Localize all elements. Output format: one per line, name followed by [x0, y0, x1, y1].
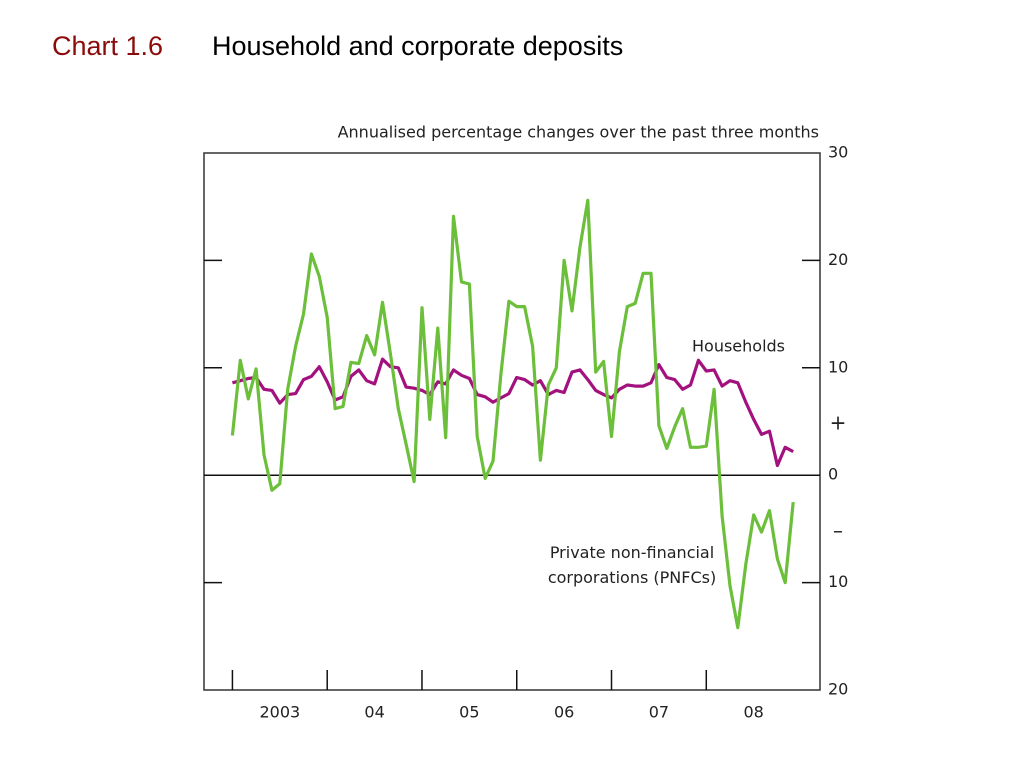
series-label: Households: [692, 337, 785, 356]
y-tick-label: 0: [828, 465, 838, 484]
chart-label: Chart 1.6: [52, 31, 163, 61]
y-tick-label: 20: [828, 250, 848, 269]
y-tick-label: 10: [828, 357, 848, 376]
sign-label: –: [833, 519, 843, 543]
plot-frame: [203, 152, 821, 691]
y-tick-label: 30: [828, 143, 848, 162]
x-tick-label: 07: [649, 703, 669, 722]
x-tick-label: 05: [459, 703, 479, 722]
x-tick-label: 08: [743, 703, 763, 722]
chart-subtitle: Annualised percentage changes over the p…: [338, 123, 819, 142]
series-label: Private non-financial corporations (PNFC…: [547, 543, 717, 587]
series-line: [231, 357, 794, 468]
x-tick-label: 06: [554, 703, 574, 722]
x-tick-label: 2003: [259, 703, 300, 722]
series-line: [230, 198, 795, 630]
sign-label: +: [830, 411, 847, 435]
y-tick-label: 20: [828, 680, 848, 699]
chart-title: Household and corporate deposits: [212, 31, 623, 61]
x-tick-label: 04: [364, 703, 384, 722]
y-tick-label: 10: [828, 572, 848, 591]
